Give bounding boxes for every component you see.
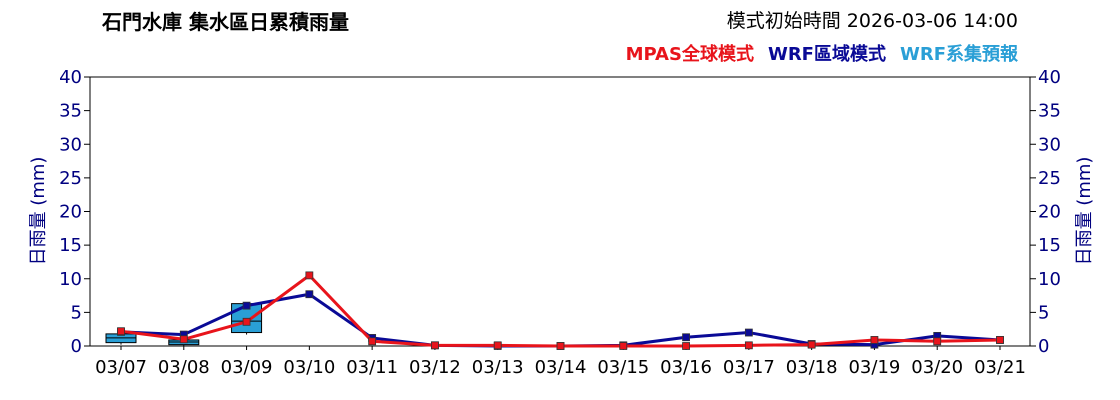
y-axis-title-right: 日雨量 (mm) [1074, 157, 1095, 266]
y-tick-label-right: 35 [1038, 101, 1061, 122]
y-tick-label-right: 5 [1038, 302, 1049, 323]
mpas-point [682, 342, 690, 350]
y-tick-label-right: 30 [1038, 134, 1061, 155]
x-tick-label: 03/19 [848, 357, 900, 378]
wrf-point [242, 301, 251, 310]
mpas-point [619, 342, 628, 350]
y-tick-label-right: 40 [1038, 67, 1061, 88]
x-tick-label: 03/14 [535, 357, 587, 378]
x-tick-label: 03/13 [472, 357, 524, 378]
y-tick-label-left: 20 [59, 202, 82, 223]
x-tick-label: 03/09 [221, 357, 273, 378]
mpas-point [807, 340, 816, 349]
x-tick-label: 03/08 [158, 357, 210, 378]
y-tick-label-right: 25 [1038, 168, 1061, 189]
mpas-point [933, 337, 942, 346]
x-tick-label: 03/17 [723, 357, 775, 378]
y-tick-label-left: 35 [59, 101, 82, 122]
legend-wrf: WRF區域模式 [767, 44, 886, 65]
y-tick-label-right: 0 [1038, 336, 1049, 357]
mpas-point [556, 342, 565, 350]
mpas-point [996, 336, 1004, 344]
mpas-point [431, 341, 439, 350]
y-tick-label-left: 0 [71, 336, 82, 357]
y-tick-label-right: 20 [1038, 202, 1061, 223]
plot-frame [89, 76, 1031, 347]
y-tick-label-left: 10 [59, 269, 82, 290]
y-tick-label-right: 15 [1038, 235, 1061, 256]
init-time: 模式初始時間 2026-03-06 14:00 [726, 10, 1018, 32]
x-tick-label: 03/20 [911, 357, 963, 378]
mpas-point [305, 271, 314, 280]
wrf-point [305, 290, 314, 299]
y-tick-label-left: 40 [59, 67, 82, 88]
wrf-point [744, 328, 753, 337]
legend-ensemble: WRF系集預報 [899, 44, 1018, 65]
y-axis-title-left: 日雨量 (mm) [28, 157, 49, 266]
mpas-point [368, 337, 377, 346]
mpas-point [242, 317, 251, 326]
mpas-point [744, 341, 753, 350]
chart-title: 石門水庫 集水區日累積雨量 [102, 10, 349, 34]
x-tick-label: 03/11 [346, 357, 398, 378]
y-tick-label-left: 25 [59, 168, 82, 189]
mpas-point [870, 336, 879, 344]
x-tick-label: 03/21 [974, 357, 1026, 378]
mpas-point [493, 341, 502, 350]
legend: MPAS全球模式 WRF區域模式 WRF系集預報 [626, 40, 1018, 66]
x-tick-label: 03/15 [597, 357, 649, 378]
x-tick-label: 03/10 [283, 357, 335, 378]
y-tick-label-left: 15 [59, 235, 82, 256]
y-tick-label-right: 10 [1038, 269, 1061, 290]
x-tick-label: 03/07 [95, 357, 147, 378]
y-tick-label-left: 30 [59, 134, 82, 155]
y-tick-label-left: 5 [71, 302, 82, 323]
x-tick-label: 03/18 [786, 357, 838, 378]
mpas-point [179, 335, 188, 344]
x-tick-label: 03/16 [660, 357, 712, 378]
mpas-point [117, 327, 125, 336]
legend-mpas: MPAS全球模式 [625, 44, 754, 65]
x-tick-label: 03/12 [409, 357, 461, 378]
wrf-point [682, 333, 690, 342]
